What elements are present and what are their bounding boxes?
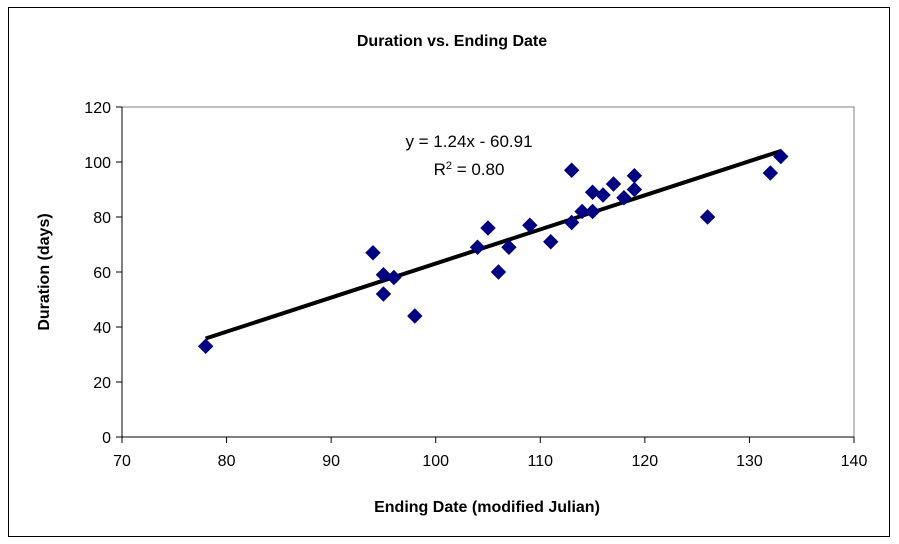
data-point	[522, 217, 538, 233]
y-tick-label: 20	[93, 375, 111, 392]
data-point	[365, 245, 381, 261]
x-tick-label: 130	[736, 453, 763, 470]
data-point	[469, 239, 486, 255]
plot-area: 0 20 40 60 80 100 120 70 80 90 100 110 120 130 140 y = …	[84, 100, 867, 470]
x-tick-label: 80	[218, 453, 236, 470]
data-point	[616, 190, 632, 206]
data-point	[375, 286, 392, 302]
data-point	[563, 214, 580, 231]
data-point	[626, 181, 643, 198]
x-tick-label: 140	[841, 453, 868, 470]
data-point	[480, 220, 496, 236]
data-point	[762, 165, 779, 181]
x-axis-title: Ending Date (modified Julian)	[374, 499, 600, 516]
plot-area-border	[121, 106, 855, 438]
data-point	[584, 203, 601, 220]
x-tick-label: 100	[422, 453, 449, 470]
data-point	[407, 308, 423, 324]
data-point	[490, 264, 507, 280]
data-point	[386, 269, 402, 286]
data-point	[375, 267, 392, 283]
data-point	[773, 148, 789, 165]
data-point	[197, 338, 214, 354]
y-axis-title: Duration (days)	[36, 213, 53, 330]
y-tick-label: 120	[84, 100, 111, 117]
trendline-equation: y = 1.24x - 60.91	[405, 132, 532, 151]
x-tick-label: 70	[113, 453, 131, 470]
data-point	[501, 239, 517, 255]
chart-title: Duration vs. Ending Date	[357, 33, 547, 50]
x-tick-label: 110	[528, 453, 554, 470]
y-tick-label: 60	[93, 265, 111, 282]
y-tick-label: 100	[84, 155, 111, 172]
data-point	[574, 203, 590, 220]
x-tick-label: 90	[322, 453, 340, 470]
data-point	[605, 176, 622, 192]
trendline	[205, 149, 782, 341]
data-point	[595, 187, 611, 203]
y-tick-label: 80	[93, 210, 111, 227]
x-tick-label: 120	[632, 453, 659, 470]
trendline-r-squared: R2 = 0.80	[434, 160, 505, 179]
data-point	[543, 234, 559, 250]
data-point	[699, 209, 716, 225]
y-tick-label: 40	[93, 320, 111, 337]
data-point	[584, 184, 601, 200]
y-tick-label: 0	[102, 430, 111, 447]
data-point	[563, 162, 580, 178]
